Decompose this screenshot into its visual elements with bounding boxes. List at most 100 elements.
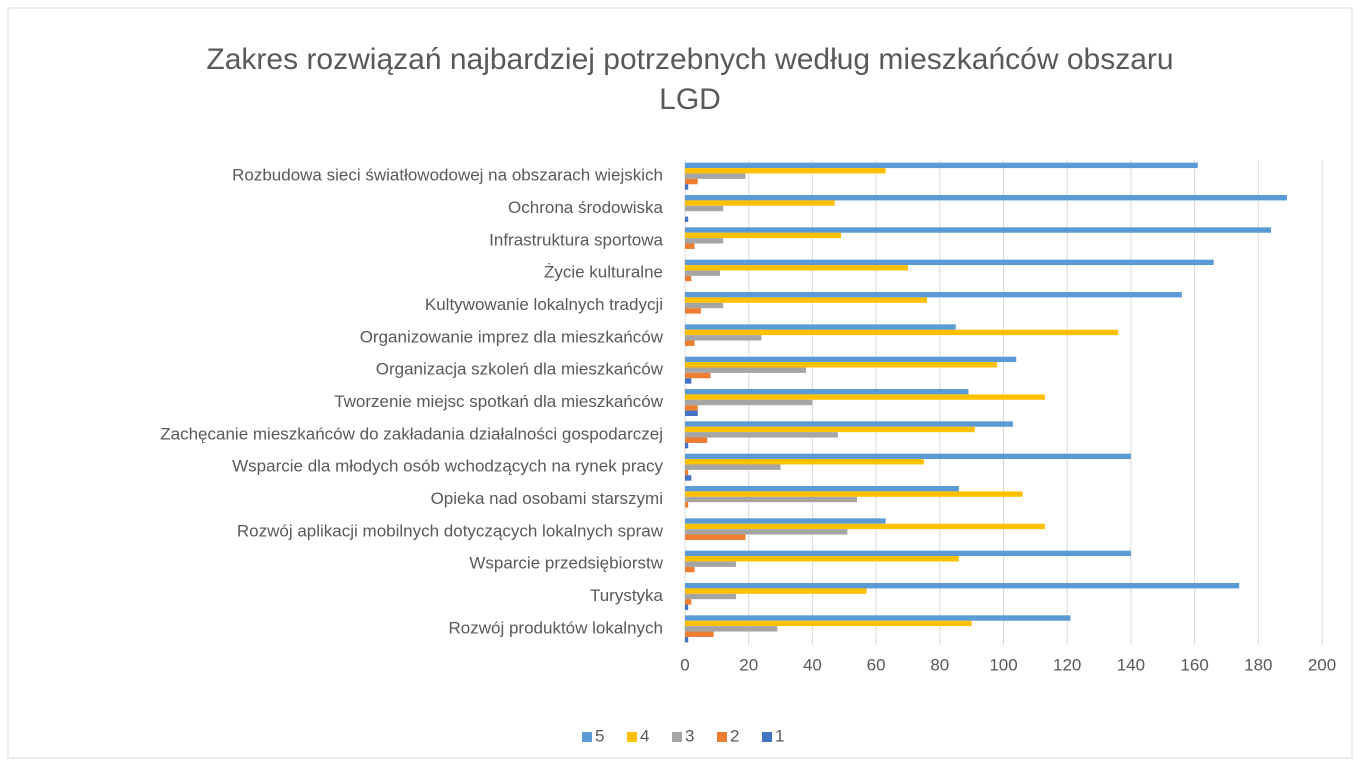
y-tick-label: Turystyka [590,586,664,605]
bar [685,442,689,449]
bar [685,205,724,212]
legend-swatch [627,732,637,742]
y-tick-label: Ochrona środowiska [508,198,664,217]
bar [685,356,1017,363]
bar [685,636,689,643]
bar [685,292,1182,298]
bar [685,421,1014,427]
bar [685,389,969,395]
y-tick-label: Organizowanie imprez dla mieszkańców [360,327,664,346]
bar [685,529,848,535]
bar [685,453,1131,460]
x-tick-label: 40 [803,655,822,674]
bar [685,324,956,330]
bar [685,566,695,573]
bar [685,410,698,416]
y-tick-label: Tworzenie miejsc spotkań dla mieszkańców [334,392,664,411]
chart-border [7,7,1353,759]
bar [685,620,972,627]
bar [685,496,857,503]
bar [685,178,698,185]
bar [685,464,781,470]
bar [685,329,1119,336]
y-tick-label: Rozwój produktów lokalnych [449,618,664,637]
x-tick-label: 60 [867,655,886,674]
bar [685,491,1023,497]
legend-swatch [582,732,592,742]
bar [685,593,736,600]
bar [685,475,692,481]
bar [685,378,692,384]
x-tick-label: 120 [1053,655,1081,674]
y-tick-label: Wsparcie dla młodych osób wchodzących na… [232,457,663,476]
y-tick-label: Rozbudowa sieci światłowodowej na obszar… [232,166,663,185]
y-tick-label: Opieka nad osobami starszymi [431,489,663,508]
bar [685,405,698,411]
bar [685,459,924,465]
bar [685,486,959,492]
bar [685,502,689,508]
y-tick-label: Kultywowanie lokalnych tradycji [425,295,663,314]
bar [685,588,867,594]
bar [685,243,695,249]
x-tick-label: 160 [1180,655,1208,674]
bar [685,335,762,341]
bar [685,259,1214,266]
bar [685,195,1287,201]
y-tick-label: Rozwój aplikacji mobilnych dotyczących l… [237,521,664,540]
bar [685,534,746,540]
bar [685,302,724,309]
bar [685,615,1071,621]
bar [685,372,711,379]
bar [685,232,842,239]
y-tick-label: Życie kulturalne [544,263,663,282]
legend-swatch [672,732,682,742]
x-tick-label: 80 [930,655,949,674]
bar [685,265,908,271]
bar [685,227,1272,233]
bar [685,518,886,524]
bar [685,238,724,244]
bar [685,184,689,190]
bar [685,367,807,373]
bar [685,626,778,632]
y-tick-label: Infrastruktura sportowa [489,230,663,249]
bar [685,340,695,346]
bar [685,599,692,605]
legend-label: 1 [775,726,784,745]
legend-label: 3 [685,726,694,745]
bar [685,523,1045,530]
bar [685,556,959,562]
bar [685,297,928,303]
x-tick-label: 140 [1117,655,1145,674]
y-tick-label: Zachęcanie mieszkańców do zakładania dzi… [160,424,663,443]
bar [685,631,714,637]
bar [685,275,692,282]
bar [685,561,736,567]
x-tick-label: 20 [739,655,758,674]
legend-label: 2 [730,726,739,745]
bar [685,604,689,610]
bar [685,308,701,314]
bar [685,469,689,476]
x-tick-label: 100 [989,655,1017,674]
bar [685,168,886,174]
bar [685,583,1240,589]
bar [685,550,1131,557]
bar [685,216,689,222]
bar [685,200,835,206]
legend-label: 4 [640,726,649,745]
x-tick-label: 0 [680,655,689,674]
chart-title: Zakres rozwiązań najbardziej potrzebnych… [206,43,1174,116]
bar [685,173,746,179]
legend-swatch [762,732,772,742]
bar [685,399,813,406]
y-tick-label: Wsparcie przedsiębiorstw [469,554,663,573]
bar [685,394,1045,400]
bar [685,162,1198,169]
y-tick-label: Organizacja szkoleń dla mieszkańców [376,360,664,379]
bar [685,362,998,368]
bar [685,426,975,433]
